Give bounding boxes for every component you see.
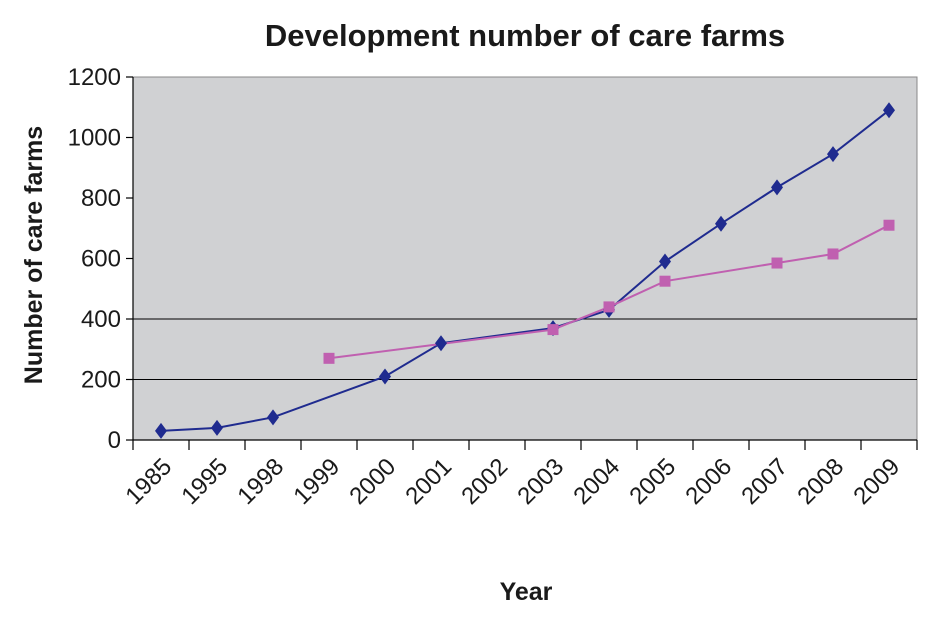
y-tick-label: 400 <box>81 306 121 333</box>
series-1-point <box>659 253 671 270</box>
x-tick-label: 2007 <box>736 453 793 510</box>
x-tick-label: 2000 <box>344 453 401 510</box>
x-tick-label: 2005 <box>624 453 681 510</box>
series-2-point <box>323 352 335 364</box>
series-2-point <box>547 324 559 336</box>
x-tick-label: 2006 <box>680 453 737 510</box>
series-1-point <box>715 215 727 232</box>
x-tick-label: 2001 <box>400 453 457 510</box>
y-tick-label: 600 <box>81 246 121 273</box>
x-tick-label: 2002 <box>456 453 513 510</box>
series-2-point <box>659 275 671 287</box>
x-axis-title: Year <box>500 578 553 606</box>
x-tick-label: 2008 <box>792 453 849 510</box>
chart-title: Development number of care farms <box>265 18 785 53</box>
x-tick-labels: 1985 1995 1998 1999 2000 2001 2002 2003 2004 2005… <box>120 453 905 510</box>
series-1-point <box>267 409 279 426</box>
x-tick-label: 1999 <box>288 453 345 510</box>
axes <box>126 76 918 450</box>
x-tick-label: 2004 <box>568 453 625 510</box>
series-1-point <box>883 102 895 119</box>
x-tick-label: 2003 <box>512 453 569 510</box>
series-1-point <box>211 419 223 436</box>
series-1-point <box>155 422 167 439</box>
series-1-point <box>771 179 783 196</box>
series-2-point <box>883 219 895 231</box>
y-axis-title: Number of care farms <box>20 126 48 384</box>
x-tick-label: 1998 <box>232 453 289 510</box>
series-1-point <box>435 335 447 352</box>
series-2-point <box>603 301 615 313</box>
y-tick-label: 1200 <box>68 64 121 91</box>
x-tick-label: 1985 <box>120 453 177 510</box>
x-tick-label: 2009 <box>848 453 905 510</box>
y-tick-label: 200 <box>81 367 121 394</box>
y-tick-labels: 0 200 400 600 800 1000 1200 <box>68 64 121 454</box>
gridlines <box>133 318 917 380</box>
series-1-point <box>379 368 391 385</box>
series <box>155 102 895 439</box>
x-tick-label: 1995 <box>176 453 233 510</box>
series-2-point <box>827 248 839 260</box>
y-tick-label: 1000 <box>68 125 121 152</box>
y-tick-label: 800 <box>81 185 121 212</box>
series-1-point <box>827 146 839 163</box>
series-2-point <box>771 257 783 269</box>
y-tick-label: 0 <box>108 427 121 454</box>
